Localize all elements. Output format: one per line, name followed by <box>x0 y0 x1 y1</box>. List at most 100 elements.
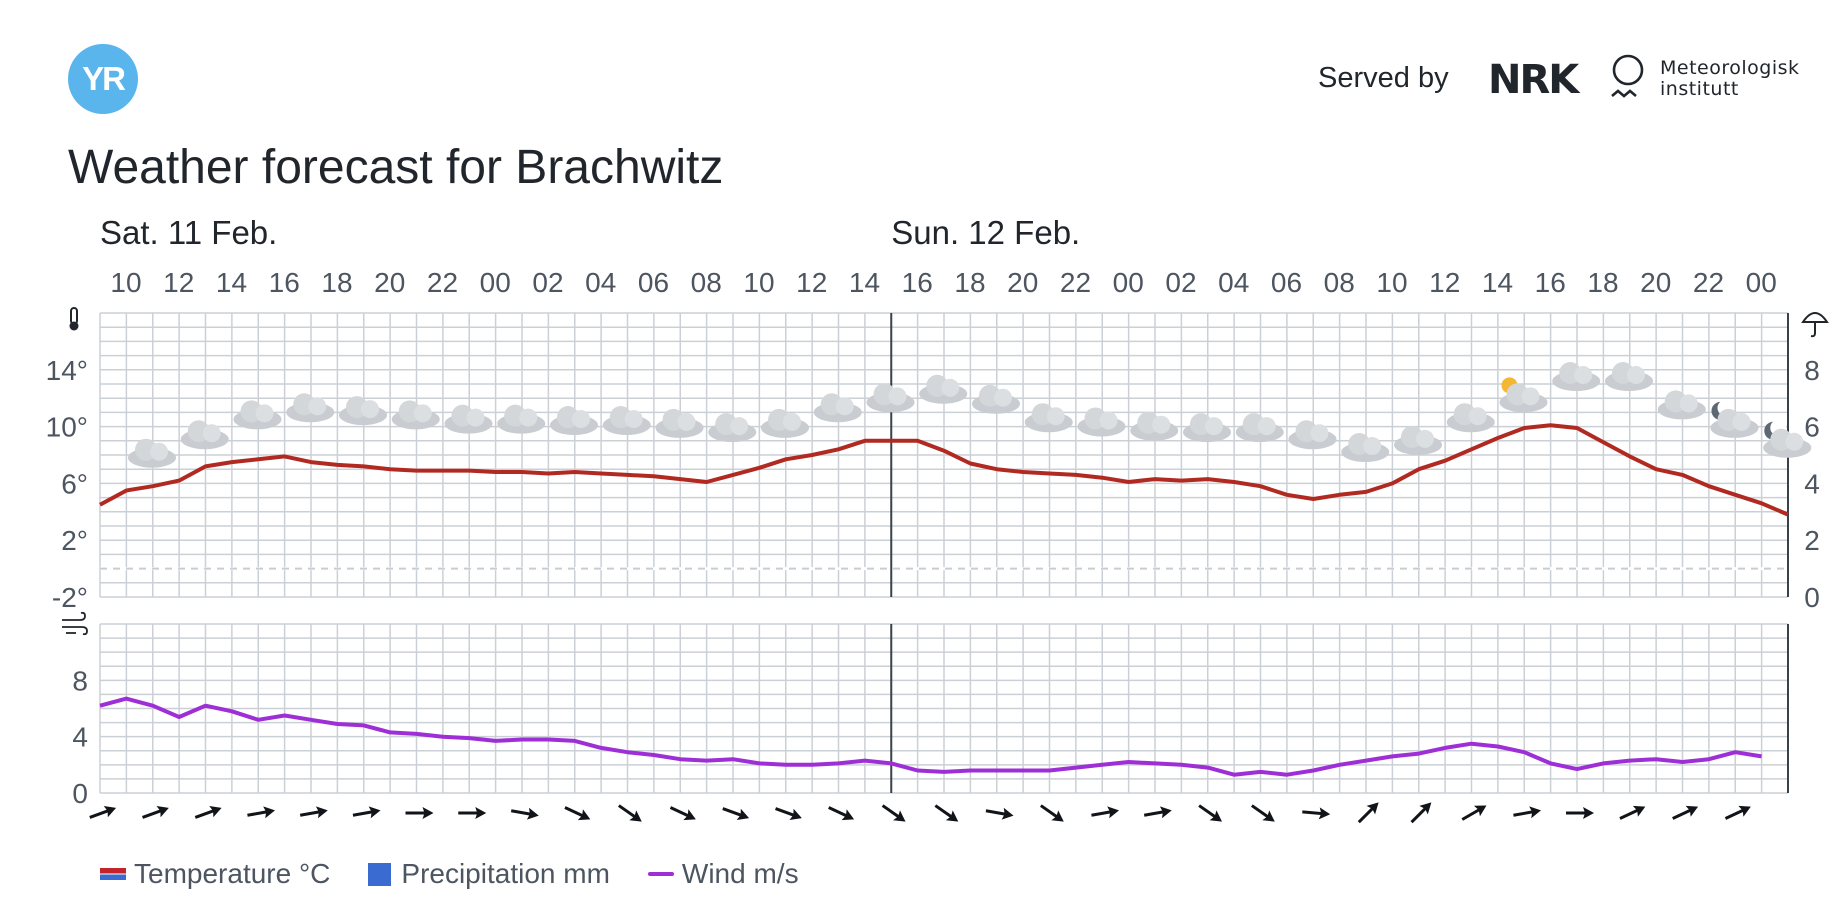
wind-panel: 0 4 8 <box>62 611 1789 824</box>
hour-label: 00 <box>480 267 511 298</box>
nrk-logo[interactable]: NRK <box>1488 57 1579 103</box>
hour-label: 16 <box>269 267 300 298</box>
cloud-puff <box>730 417 749 436</box>
temperature-tick-label: -2° <box>52 582 88 613</box>
wind-direction-arrow-icon <box>1357 802 1379 824</box>
wind-direction-arrow-icon <box>1461 805 1487 821</box>
hour-label: 04 <box>1218 267 1249 298</box>
hour-label: 12 <box>796 267 827 298</box>
legend-label-wind: Wind m/s <box>681 858 799 889</box>
wind-direction-arrow-icon <box>1410 802 1432 824</box>
arrow-head <box>1209 810 1223 822</box>
partly-cloudy-night-icon <box>1710 399 1759 438</box>
hour-label: 18 <box>1587 267 1618 298</box>
cloud-puff <box>1310 424 1329 443</box>
wind-direction-arrow-icon <box>1143 806 1172 819</box>
precipitation-tick-label: 0 <box>1804 582 1820 613</box>
wind-direction-arrow-icon <box>669 806 696 821</box>
cloud-icon <box>286 393 335 423</box>
legend-item-wind[interactable]: Wind m/s <box>647 858 799 890</box>
cloud-puff <box>1574 366 1593 385</box>
wind-direction-arrow-icon <box>458 807 487 819</box>
arrow-head <box>893 810 906 822</box>
cloud-puff <box>1363 437 1382 456</box>
wind-direction-arrow-icon <box>1619 805 1646 820</box>
wind-icon <box>62 611 88 636</box>
hour-label: 04 <box>585 267 616 298</box>
arrow-head <box>1529 806 1542 819</box>
arrow-head <box>1051 810 1064 822</box>
hour-label: 16 <box>902 267 933 298</box>
arrow-head <box>1685 805 1699 817</box>
hour-label: 02 <box>1165 267 1196 298</box>
hour-label: 22 <box>427 267 458 298</box>
cloud-icon <box>919 374 968 404</box>
precipitation-tick-label: 4 <box>1804 468 1820 499</box>
cloud-puff <box>519 408 538 427</box>
cloud-puff <box>413 404 432 423</box>
legend-label-temperature: Temperature °C <box>134 858 331 889</box>
cloud-puff <box>202 424 221 443</box>
served-by-label: Served by <box>1318 62 1449 94</box>
cloud-puff <box>1152 415 1171 434</box>
arrow-head <box>629 810 642 822</box>
umbrella-icon <box>1801 312 1829 338</box>
wind-direction-arrow-icon <box>405 807 434 819</box>
legend-item-temperature[interactable]: Temperature °C <box>100 858 330 890</box>
day-label: Sat. 11 Feb. <box>100 214 277 251</box>
cloud-icon <box>339 396 387 426</box>
hour-label: 06 <box>638 267 669 298</box>
arrow-head <box>1473 805 1487 817</box>
hour-label: 18 <box>321 267 352 298</box>
cloud-icon <box>972 384 1020 414</box>
cloud-icon <box>1657 390 1706 420</box>
cloud-puff <box>1627 366 1645 385</box>
hour-label: 02 <box>532 267 563 298</box>
cloud-icon <box>761 408 809 438</box>
met-logo-line2: institutt <box>1660 78 1739 100</box>
cloud-icon <box>602 406 651 436</box>
met-institute-logo[interactable]: Meteorologisk institutt <box>1660 58 1800 100</box>
hour-label: 06 <box>1271 267 1302 298</box>
arrow-head <box>1262 810 1275 822</box>
arrow-head <box>475 807 487 819</box>
cloud-icon <box>1341 433 1390 463</box>
cloud-icon <box>1077 407 1126 437</box>
legend-item-precipitation[interactable]: Precipitation mm <box>368 858 610 890</box>
wind-direction-arrow-icon <box>828 806 855 821</box>
arrow-head <box>1583 807 1594 819</box>
hour-label: 22 <box>1693 267 1724 298</box>
wind-stroke <box>62 626 88 636</box>
partly-cloudy-day-icon <box>1499 377 1548 413</box>
yr-logo[interactable]: YR <box>68 44 138 114</box>
wind-direction-arrow-icon <box>617 804 642 822</box>
arrow-head <box>945 810 959 822</box>
temperature-swatch <box>100 868 126 880</box>
wind-tick-label: 8 <box>72 665 88 696</box>
precipitation-swatch <box>368 862 392 886</box>
yr-logo-text: YR <box>82 60 126 97</box>
hour-label: 10 <box>110 267 141 298</box>
wind-direction-arrow-icon <box>510 807 539 820</box>
arrow-head <box>1366 802 1379 815</box>
precipitation-tick-label: 8 <box>1804 355 1820 386</box>
wind-direction-arrow-icon <box>1513 806 1542 819</box>
hour-label: 10 <box>743 267 774 298</box>
cloud-icon <box>1130 411 1179 441</box>
arrow-head <box>209 805 222 818</box>
cloud-puff <box>624 410 643 429</box>
arrow-head <box>1159 806 1172 819</box>
hour-label: 22 <box>1060 267 1091 298</box>
cloud-icon <box>1552 362 1601 392</box>
hour-label: 08 <box>691 267 722 298</box>
wind-direction-arrow-icon <box>722 807 750 821</box>
cloud-puff <box>994 388 1012 407</box>
thermometer-bulb <box>69 321 79 331</box>
cloud-puff <box>1785 432 1804 451</box>
cloud-icon <box>1235 413 1284 443</box>
arrow-head <box>103 805 117 818</box>
cloud-puff <box>888 387 907 406</box>
hour-label: 00 <box>1746 267 1777 298</box>
cloud-puff <box>572 410 590 429</box>
